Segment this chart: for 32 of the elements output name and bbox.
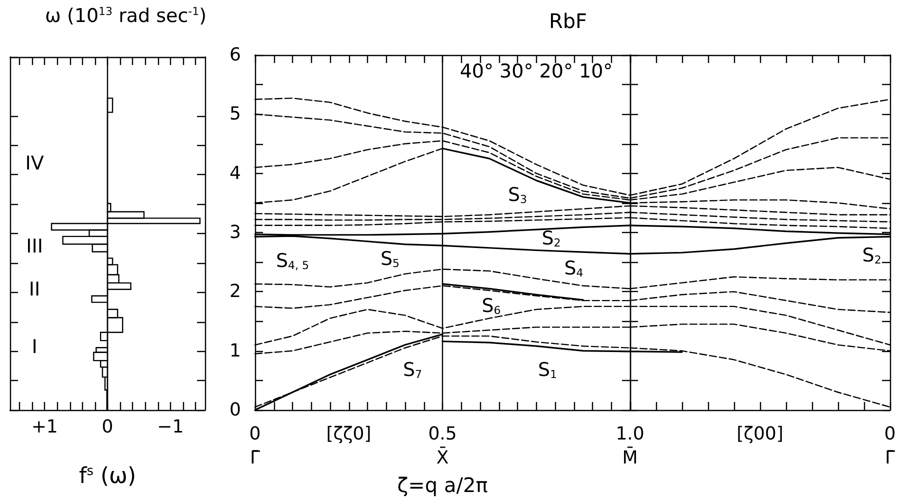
annotation: S5 — [380, 248, 400, 270]
annotation: S7 — [402, 358, 422, 381]
y-tick-label: 0 — [230, 400, 241, 420]
x-tick-label: [ζ00] — [736, 424, 784, 444]
x-tick-label: 0 Γ̄ — [249, 424, 261, 468]
annotation: S2 — [542, 227, 561, 250]
y-tick-label: 5 — [230, 104, 241, 125]
x-tick-label: −1 — [157, 416, 184, 438]
annotation: S2 — [862, 244, 882, 267]
annotation: III — [26, 235, 43, 258]
x-tick-label: +1 — [31, 416, 58, 438]
chart-title: RbF — [548, 9, 588, 33]
annotation: 40° 30° 20° 10° — [460, 60, 613, 83]
y-tick-label: 2 — [230, 281, 241, 302]
annotation: S4 — [564, 258, 584, 280]
y-tick-label: 3 — [230, 222, 241, 243]
annotation: IV — [25, 152, 44, 174]
x-tick-label: 0.5 X̄ — [428, 424, 457, 468]
y-tick-label: 1 — [230, 340, 241, 362]
annotation: S6 — [482, 294, 501, 317]
annotation: I — [32, 336, 38, 358]
annotation: S3 — [508, 184, 528, 206]
x-tick-label: [ζζ0] — [326, 424, 372, 444]
y-tick-label: 6 — [230, 44, 241, 66]
x-tick-label: 0 — [102, 416, 114, 438]
annotation: S1 — [538, 358, 558, 381]
y-tick-label: 4 — [230, 162, 241, 184]
x-axis-title: ζ=q a/2π — [397, 472, 488, 497]
annotation: S4, 5 — [276, 250, 310, 272]
annotation: II — [28, 278, 40, 300]
x-tick-label: 0 Γ̄ — [884, 424, 896, 468]
x-tick-label: 1.0 M̄ — [616, 424, 644, 468]
